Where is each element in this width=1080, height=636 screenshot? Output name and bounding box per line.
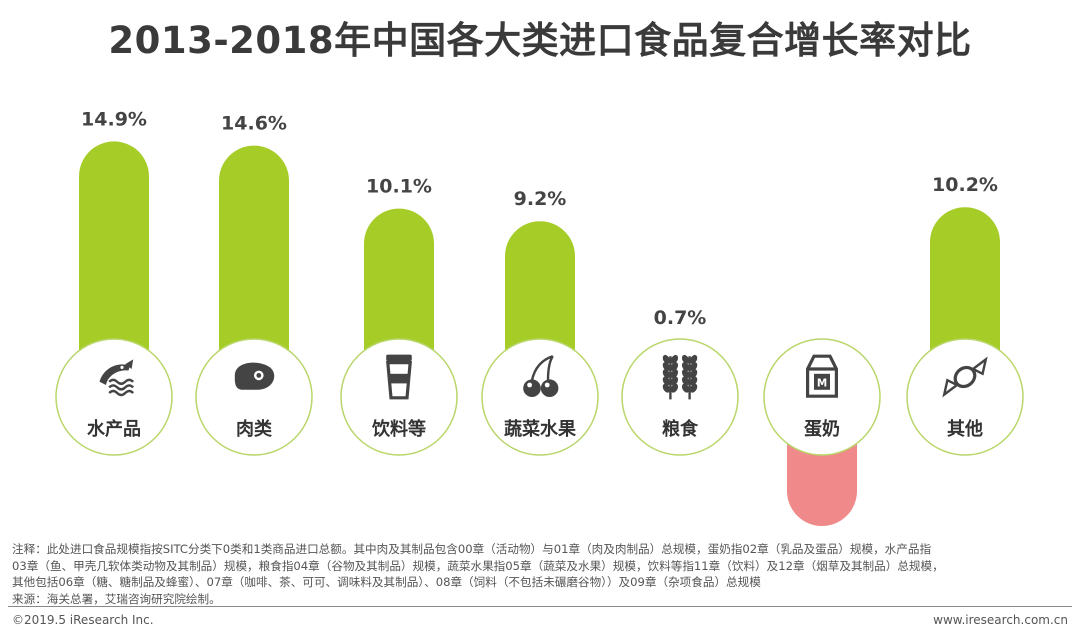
data-label: 9.2% (514, 188, 567, 210)
category-circle (906, 338, 1024, 456)
source-line: 来源：海关总署，艾瑞咨询研究院绘制。 (12, 591, 221, 606)
note-line: 注释：此处进口食品规模指按SITC分类下0类和1类商品进口总额。其中肉及其制品包… (12, 542, 932, 556)
data-label: 10.1% (366, 176, 432, 198)
svg-text:M: M (817, 378, 827, 390)
drink-cup-icon (386, 354, 412, 400)
meat-icon (234, 362, 275, 390)
fish-icon (99, 359, 135, 397)
category-label: 饮料等 (371, 418, 426, 440)
data-label: 14.9% (81, 108, 147, 130)
website-url: www.iresearch.com.cn (933, 613, 1068, 627)
bar (219, 145, 289, 397)
copyright: ©2019.5 iResearch Inc. (12, 613, 154, 627)
data-label: 14.6% (221, 113, 287, 135)
note-line: 其他包括06章（糖、糖制品及蜂蜜）、07章（咖啡、茶、可可、调味料及其制品）、0… (12, 575, 761, 589)
category-label: 水产品 (87, 418, 141, 440)
category-circle (55, 338, 173, 456)
category-label: 蔬菜水果 (504, 418, 577, 440)
category-circle (195, 338, 313, 456)
data-label: 10.2% (932, 174, 998, 196)
category-label: 粮食 (662, 418, 699, 440)
milk-carton-icon: M (805, 354, 839, 398)
category-label: 蛋奶 (804, 418, 840, 440)
category-label: 其他 (947, 418, 983, 440)
category-circle (481, 338, 599, 456)
candy-icon (942, 356, 988, 398)
chart-title: 2013-2018年中国各大类进口食品复合增长率对比 (108, 19, 972, 62)
footer-divider (8, 606, 1072, 607)
note-line: 03章（鱼、甲壳几软体类动物及其制品）规模，粮食指04章（谷物及其制品）规模，蔬… (12, 558, 944, 573)
chart-area: 14.9%水产品14.6%肉类10.1%饮料等9.2%蔬菜水果0.7%粮食-4.… (55, 108, 1024, 526)
bar (79, 141, 149, 397)
category-label: 肉类 (236, 418, 273, 440)
category-circle (621, 338, 739, 456)
data-label: 0.7% (654, 307, 707, 329)
footnotes: 注释：此处进口食品规模指按SITC分类下0类和1类商品进口总额。其中肉及其制品包… (12, 541, 1072, 607)
cherry-icon (523, 355, 559, 397)
wheat-icon (662, 354, 698, 400)
